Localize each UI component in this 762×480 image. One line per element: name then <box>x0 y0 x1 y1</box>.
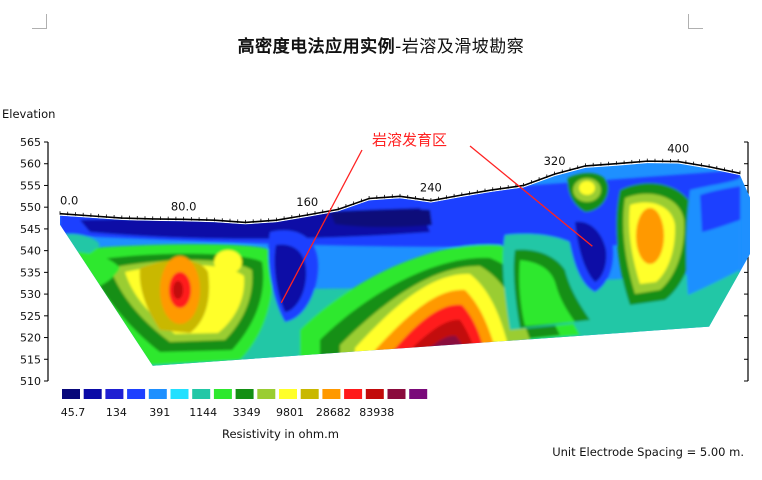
y-tick-label: 530 <box>20 288 41 301</box>
legend-swatch <box>148 389 167 399</box>
legend-swatch <box>300 389 319 399</box>
legend-swatch <box>365 389 384 399</box>
electrode-spacing-note: Unit Electrode Spacing = 5.00 m. <box>552 445 744 459</box>
legend-swatch <box>344 389 363 399</box>
y-tick-label: 565 <box>20 136 41 149</box>
legend-label: 9801 <box>276 406 304 419</box>
y-axis: 565 560 555 550 545 540 535 530 525 520 515 510 <box>20 136 49 388</box>
x-tick-label: 80.0 <box>171 199 197 213</box>
x-tick-label: 320 <box>544 154 566 168</box>
legend-swatch <box>83 389 102 399</box>
annotation-arrow-right <box>469 145 593 247</box>
y-tick-label: 540 <box>20 245 41 258</box>
y-axis-label: Elevation <box>2 107 56 121</box>
y-tick-label: 515 <box>20 353 41 366</box>
electrode-ticks <box>59 158 741 224</box>
title-sub: -岩溶及滑坡勘察 <box>395 37 525 57</box>
legend-swatch <box>170 389 189 399</box>
legend-label: 1144 <box>189 406 217 419</box>
legend-swatch <box>62 389 80 399</box>
y-tick-label: 525 <box>20 310 41 323</box>
karst-zone-annotation: 岩溶发育区 <box>372 131 447 149</box>
annotation-arrow-left <box>280 149 363 304</box>
colorbar-caption: Resistivity in ohm.m <box>222 427 339 441</box>
legend-swatch <box>235 389 254 399</box>
legend-label: 83938 <box>359 406 394 419</box>
y-tick-label: 545 <box>20 223 41 236</box>
y-tick-label: 520 <box>20 332 41 345</box>
legend-swatch <box>105 389 124 399</box>
legend-swatch <box>192 389 211 399</box>
color-legend: 45.7 134 391 1144 3349 9801 28682 83938 <box>61 389 428 419</box>
title-main: 高密度电法应用实例 <box>237 37 396 57</box>
section-fill <box>60 163 750 366</box>
legend-swatch <box>213 389 232 399</box>
y-tick-label: 555 <box>20 179 41 192</box>
x-tick-label: 160 <box>296 195 318 209</box>
legend-label: 134 <box>106 406 127 419</box>
x-tick-label: 0.0 <box>60 194 78 208</box>
legend-label: 28682 <box>316 406 351 419</box>
legend-label: 45.7 <box>61 406 86 419</box>
crop-mark-top-left <box>32 14 47 29</box>
legend-swatch <box>127 389 146 399</box>
legend-label: 391 <box>149 406 170 419</box>
y-tick-label: 550 <box>20 201 41 214</box>
x-tick-labels: 0.0 80.0 160 240 320 400 <box>60 142 689 214</box>
y-tick-label: 535 <box>20 266 41 279</box>
chart-title: 高密度电法应用实例-岩溶及滑坡勘察 <box>0 32 762 57</box>
legend-swatch <box>257 389 276 399</box>
legend-label: 3349 <box>233 406 261 419</box>
x-tick-label: 400 <box>667 142 689 156</box>
y-tick-label: 560 <box>20 158 41 171</box>
legend-swatch <box>322 389 341 399</box>
legend-swatch <box>387 389 406 399</box>
legend-swatch <box>409 389 428 399</box>
x-tick-label: 240 <box>420 181 442 195</box>
y-tick-label: 510 <box>20 375 41 388</box>
legend-swatch <box>279 389 297 399</box>
crop-mark-top-right <box>688 14 703 29</box>
